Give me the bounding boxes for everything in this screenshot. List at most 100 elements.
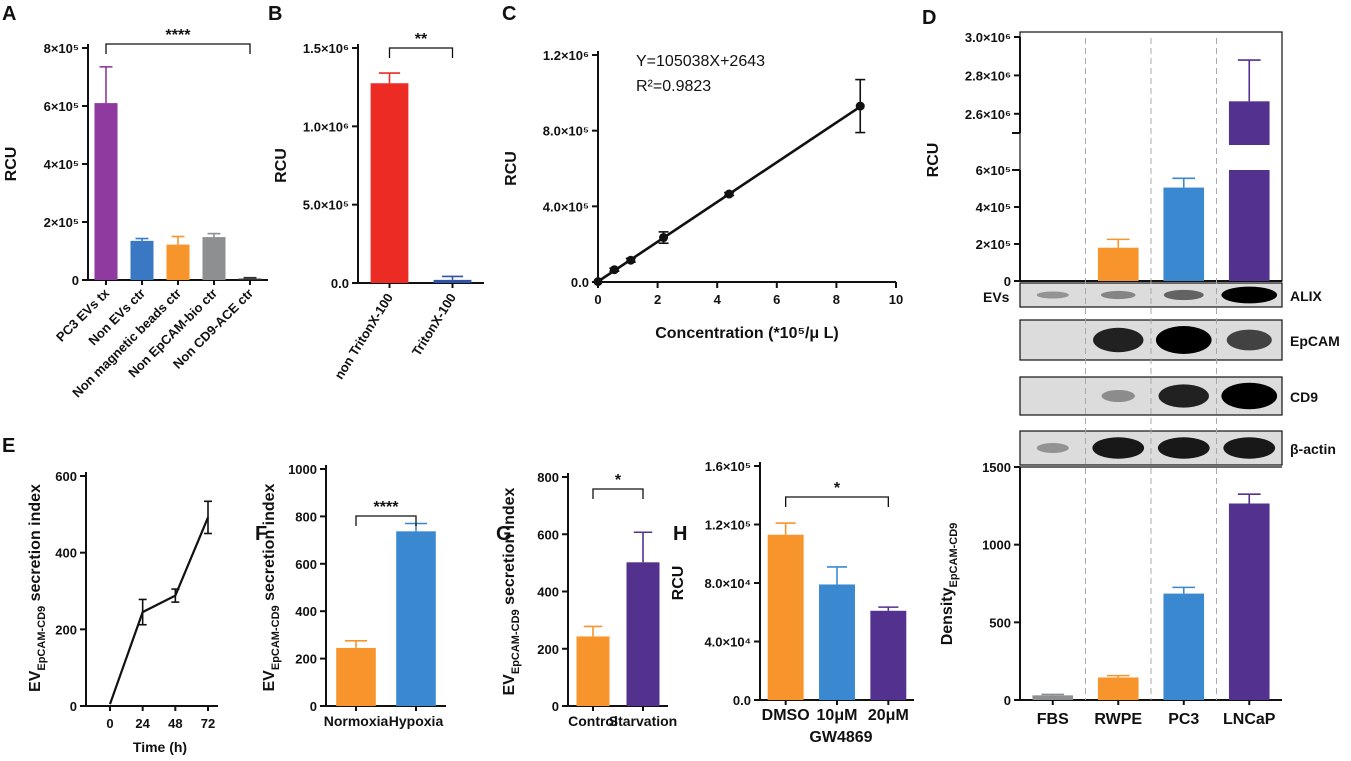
y-tick-label: 0.0 — [331, 276, 349, 291]
blot-row-label: β-actin — [1290, 441, 1336, 457]
panel-b: B 0.0 5.0×10⁵ 1.0×10⁶ 1.5×10⁶ non TritonX-100… — [268, 3, 484, 382]
x-tick-label: 48 — [168, 716, 182, 731]
x-tick-label: 6 — [773, 292, 780, 307]
y-tick-label: 2×10⁵ — [976, 237, 1011, 252]
y-axis-title-suffix: secretion index — [27, 484, 44, 606]
y-axis-title-suffix: secretion index — [261, 483, 278, 605]
y-tick-label: 1000 — [982, 538, 1011, 553]
y-tick-label: 1.6×10⁵ — [705, 459, 751, 474]
bar-upper — [1228, 101, 1270, 145]
bar — [1163, 187, 1205, 281]
y-axis-title-subscript: EpCAM-CD9 — [948, 523, 960, 588]
panel-label: A — [2, 3, 16, 25]
blot-band — [1093, 327, 1144, 353]
blot-band — [1163, 289, 1204, 301]
y-tick-label: 3.0×10⁶ — [965, 30, 1011, 45]
data-point — [609, 265, 619, 275]
x-axis-title: Time (h) — [133, 739, 187, 755]
x-tick-label: 0 — [106, 716, 113, 731]
panel-label: E — [2, 435, 15, 457]
y-tick-label: 0 — [310, 699, 317, 714]
bar — [576, 636, 610, 706]
x-axis-title: Concentration (*10⁵/μ L) — [655, 325, 839, 342]
significance-bracket — [592, 488, 644, 499]
data-point — [593, 277, 603, 287]
blot-band — [1157, 437, 1210, 459]
annotation-r-squared: R²=0.9823 — [636, 78, 711, 95]
y-tick-label: 8.0×10⁴ — [704, 576, 751, 591]
y-axis-title-main: EV — [261, 670, 278, 692]
bar — [626, 562, 660, 706]
x-tick-label: non TritonX-100 — [331, 291, 396, 382]
y-tick-label: 4×10⁵ — [44, 157, 79, 172]
bar — [1032, 695, 1074, 700]
y-tick-label: 1.2×10⁶ — [543, 48, 589, 63]
annotation-equation: Y=105038X+2643 — [636, 53, 765, 70]
x-axis-title: GW4869 — [809, 729, 872, 746]
y-tick-label: 0 — [72, 273, 79, 288]
y-tick-label: 4×10⁵ — [976, 200, 1011, 215]
data-point — [855, 101, 865, 111]
bar — [166, 244, 190, 280]
y-tick-label: 0 — [552, 699, 559, 714]
y-tick-label: 200 — [295, 652, 317, 667]
panel-c: C 0.0 4.0×10⁵ 8.0×10⁵ 1.2×10⁶ 0 2 4 6 8 10 Y=105038… — [502, 3, 903, 342]
panel-label: B — [268, 3, 282, 25]
y-tick-label: 500 — [989, 615, 1011, 630]
x-tick-label: Control — [568, 713, 618, 729]
y-axis-title: RCU — [503, 151, 520, 186]
panel-f: F 0 200 400 600 800 1000 Normoxia Hypoxia **** EVE… — [255, 462, 446, 729]
blot-row-label-evs: EVs — [983, 289, 1010, 305]
x-tick-label: 2 — [654, 292, 661, 307]
bar — [130, 240, 154, 280]
x-tick-label: 0 — [594, 292, 601, 307]
significance-bracket — [388, 47, 454, 58]
bar — [870, 610, 907, 700]
y-tick-label: 600 — [55, 469, 77, 484]
series-line — [108, 516, 210, 705]
y-axis-title: RCU — [670, 566, 687, 601]
bar — [202, 237, 226, 280]
blot-row-label: EpCAM — [1290, 333, 1340, 349]
y-axis-title: DensityEpCAM-CD9 — [939, 523, 960, 646]
y-axis-title: EVEpCAM-CD9 secretion index — [501, 487, 522, 695]
y-tick-label: 0.0 — [733, 693, 751, 708]
significance-bracket — [105, 43, 251, 54]
bar — [396, 531, 436, 706]
y-tick-label: 4.0×10⁵ — [543, 199, 589, 214]
bar — [767, 534, 804, 700]
blot-band — [1036, 442, 1069, 454]
x-tick-label: 72 — [201, 716, 215, 731]
blot-band — [1223, 437, 1276, 459]
y-tick-label: 400 — [537, 585, 559, 600]
x-tick-label: 4 — [714, 292, 722, 307]
x-tick-label: 24 — [135, 716, 150, 731]
y-axis-title: RCU — [925, 143, 942, 178]
significance-label: * — [834, 480, 841, 497]
y-tick-label: 8.0×10⁵ — [543, 124, 589, 139]
y-tick-label: 800 — [295, 509, 317, 524]
significance-bracket — [785, 496, 889, 507]
x-tick-label: 10μM — [817, 707, 858, 724]
panel-label: F — [255, 523, 267, 545]
panel-h: H 0.0 4.0×10⁴ 8.0×10⁴ 1.2×10⁵ 1.6×10⁵ DMSO 10μM… — [670, 459, 914, 746]
y-axis-title-main: EV — [27, 670, 44, 692]
y-tick-label: 0 — [1004, 693, 1011, 708]
y-axis-title: RCU — [3, 147, 20, 182]
x-tick-label: DMSO — [762, 707, 810, 724]
blot-band — [1155, 326, 1212, 354]
blot-band — [1100, 290, 1136, 300]
bar — [1097, 247, 1139, 281]
y-axis-title: EVEpCAM-CD9 secretion index — [27, 484, 48, 692]
y-tick-label: 4.0×10⁴ — [704, 635, 751, 650]
x-tick-label: FBS — [1037, 711, 1069, 728]
y-tick-label: 5.0×10⁵ — [303, 198, 349, 213]
blot-band — [1226, 329, 1272, 351]
blot-band — [1158, 384, 1209, 408]
y-tick-label: 600 — [537, 527, 559, 542]
panel-d: D 2.6×10⁶ 2.8×10⁶ 3.0×10⁶ 0 2×10⁵ 4×10⁵ 6×10⁵ RC… — [922, 7, 1283, 289]
x-tick-label: Hypoxia — [389, 713, 444, 729]
blot-band — [1036, 291, 1069, 299]
y-tick-label: 1500 — [982, 460, 1011, 475]
